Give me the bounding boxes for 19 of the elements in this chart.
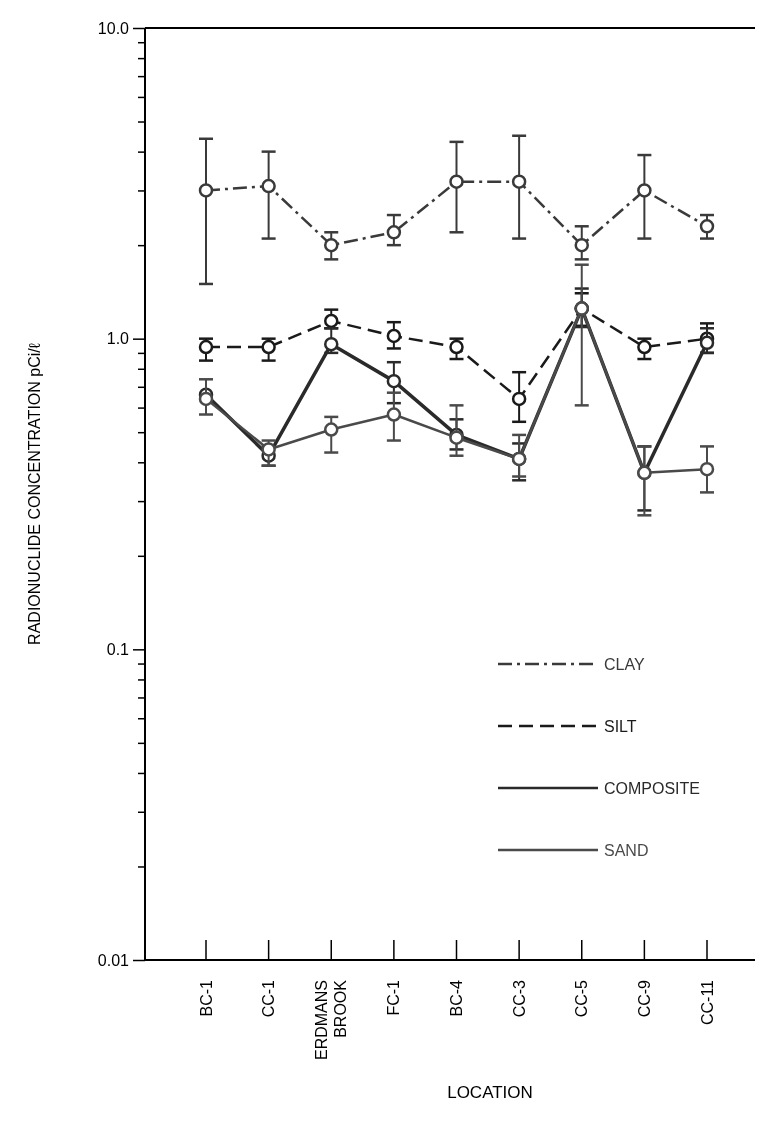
text: COMPOSITE	[604, 779, 701, 797]
x-axis-title: LOCATION	[447, 1083, 533, 1102]
y-tick-label: 0.1	[106, 640, 130, 658]
y-tick-label: 1.0	[106, 330, 130, 348]
x-tick-label: BC-4	[448, 979, 466, 1017]
x-tick-label: CC-3	[510, 979, 528, 1018]
y-tick-label: 0.01	[97, 951, 130, 969]
x-tick-label: CC-9	[635, 979, 653, 1018]
text: CLAY	[604, 655, 645, 673]
x-tick-label: CC-11	[698, 979, 716, 1026]
x-tick-label: CC-5	[573, 979, 591, 1018]
x-tick-label: CC-1	[260, 979, 278, 1018]
y-axis-title: RADIONUCLIDE CONCENTRATION pCi/ℓ	[26, 343, 43, 645]
x-tick-label: BC-1	[197, 979, 215, 1017]
x-tick-label: FC-1	[385, 979, 403, 1016]
text: SAND	[604, 841, 649, 859]
x-tick-label: ERDMANS BROOK	[313, 979, 350, 1061]
y-tick-label: 10.0	[97, 19, 130, 37]
text: SILT	[604, 717, 637, 735]
